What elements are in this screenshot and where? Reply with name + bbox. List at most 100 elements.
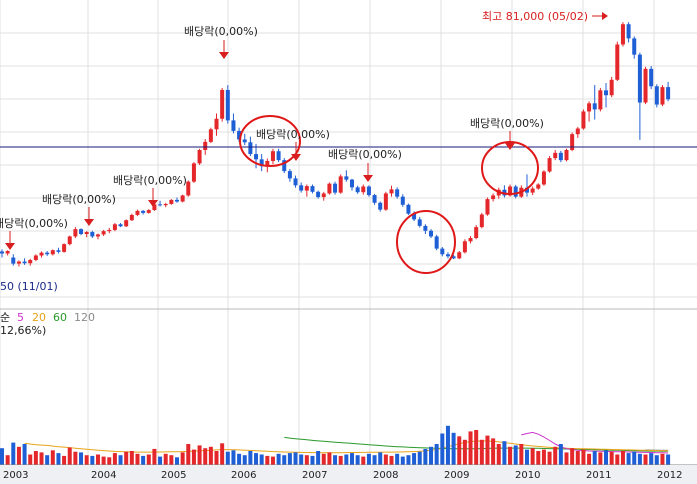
candle-body	[299, 185, 304, 191]
x-axis-label: 2010	[515, 470, 540, 481]
volume-bar	[361, 456, 366, 465]
volume-bar	[519, 444, 524, 465]
price-candle	[107, 227, 112, 234]
dividend-annotation-2007: 배당락(0,00%)	[328, 148, 402, 182]
price-candle	[513, 184, 518, 199]
volume-bar	[242, 455, 247, 465]
volume-bar	[558, 444, 563, 465]
volume-bar	[615, 454, 620, 465]
volume-bar	[626, 453, 631, 465]
volume-bar	[282, 455, 287, 465]
volume-bar	[389, 455, 394, 465]
price-candle	[333, 181, 338, 195]
dividend-annotation-2009: 배당락(0,00%)	[470, 117, 544, 150]
candle-body	[400, 196, 405, 205]
candle-body	[468, 238, 473, 242]
candle-body	[366, 186, 371, 196]
x-axis-label: 2008	[373, 470, 398, 481]
candle-body	[293, 178, 298, 186]
chart-grid	[0, 0, 697, 465]
price-candle	[349, 178, 354, 191]
dividend-annotation-2006: 배당락(0,00%)	[256, 128, 330, 161]
candle-body	[513, 186, 518, 197]
candle-body	[485, 199, 490, 215]
candle-body	[479, 214, 484, 228]
volume-bar	[440, 433, 445, 465]
volume-bar	[214, 451, 219, 465]
x-axis-label: 2012	[657, 470, 682, 481]
price-candle	[118, 223, 123, 228]
price-candle	[276, 148, 281, 163]
volume-bar	[344, 454, 349, 465]
x-axis-label: 2003	[3, 470, 28, 481]
volume-bar	[163, 453, 168, 465]
candle-body	[248, 142, 253, 155]
candle-body	[558, 152, 563, 161]
candle-body	[378, 202, 383, 210]
candle-body	[67, 236, 72, 245]
price-candle	[547, 156, 552, 173]
price-candle	[643, 66, 648, 105]
candle-body	[95, 234, 100, 237]
price-candle	[191, 162, 196, 183]
candle-body	[237, 130, 242, 140]
volume-bar	[45, 455, 50, 465]
price-candle	[378, 201, 383, 212]
price-candle	[112, 223, 117, 232]
price-candle	[558, 150, 563, 163]
dividend-arrow-head	[84, 219, 94, 226]
price-candle	[33, 254, 38, 262]
volume-legend-ma60: 60	[53, 311, 67, 324]
volume-bar	[191, 449, 196, 465]
price-candle	[163, 202, 168, 208]
candle-body	[79, 229, 84, 234]
price-candle	[491, 193, 496, 202]
price-candle	[327, 182, 332, 195]
price-candle	[174, 197, 179, 203]
volume-bar	[485, 435, 490, 465]
candle-body	[445, 254, 450, 257]
price-candle	[445, 252, 450, 259]
price-candle	[11, 254, 16, 266]
price-candle	[581, 109, 586, 130]
volume-bar	[254, 453, 259, 465]
volume-bar	[310, 455, 315, 465]
price-candle	[73, 227, 78, 239]
volume-bar	[513, 445, 518, 465]
price-candle	[400, 194, 405, 207]
candle-body	[355, 187, 360, 193]
volume-bar	[270, 456, 275, 465]
price-candle	[479, 212, 484, 229]
candle-body	[338, 176, 343, 193]
price-candle	[146, 209, 151, 214]
price-candle	[5, 250, 10, 256]
candle-body	[186, 181, 191, 196]
candle-body	[321, 193, 326, 198]
price-candle	[220, 87, 225, 122]
volume-bar	[457, 436, 462, 465]
price-candle	[62, 243, 67, 253]
volume-bar	[225, 451, 230, 465]
volume-bar	[541, 449, 546, 465]
price-candle	[50, 249, 55, 256]
volume-bar	[349, 453, 354, 465]
price-candle	[129, 213, 134, 222]
candle-body	[649, 68, 654, 87]
candle-body	[282, 160, 287, 172]
candle-body	[304, 186, 309, 191]
price-candle	[649, 66, 654, 90]
candle-body	[276, 151, 281, 161]
dividend-arrow-head	[505, 143, 515, 150]
price-candle	[197, 148, 202, 166]
volume-bar	[5, 455, 10, 465]
volume-bar	[186, 444, 191, 465]
candle-body	[152, 204, 157, 211]
volume-bar	[536, 451, 541, 465]
candle-body	[440, 248, 445, 255]
volume-bar	[637, 453, 642, 465]
candle-body	[344, 176, 349, 180]
volume-bar	[129, 451, 134, 465]
price-candle	[632, 36, 637, 59]
price-candle	[451, 254, 456, 260]
candle-body	[660, 87, 665, 105]
